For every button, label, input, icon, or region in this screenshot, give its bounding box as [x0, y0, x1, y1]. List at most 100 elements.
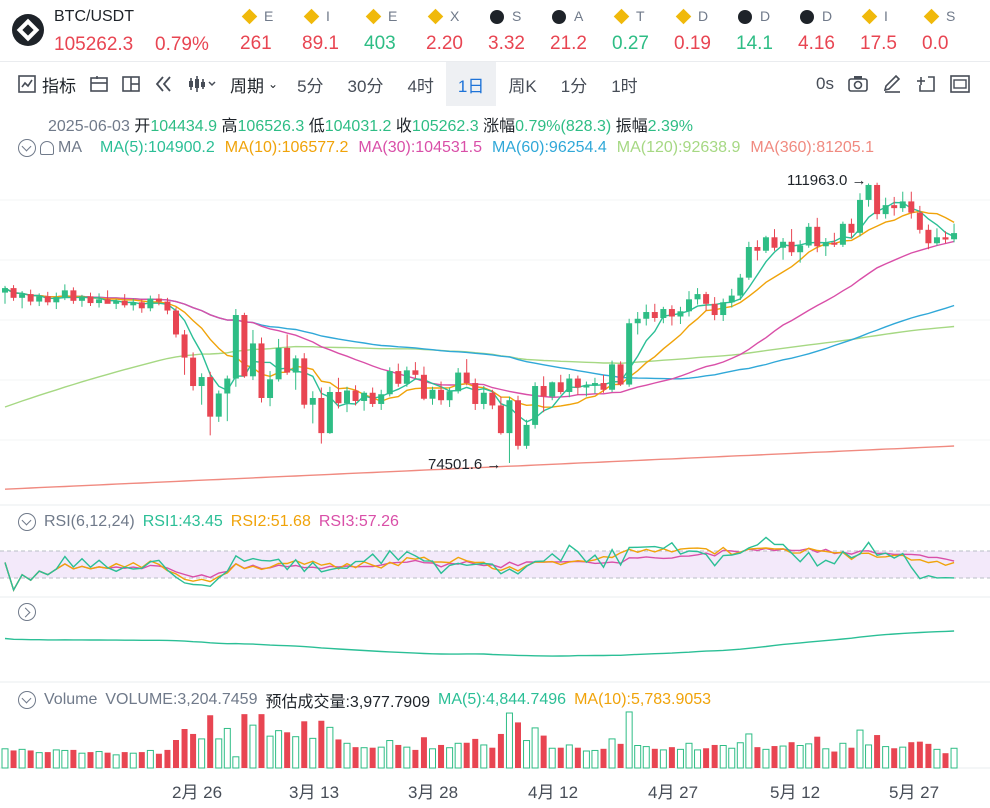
ticker-item[interactable]: S 3.32 — [478, 0, 540, 62]
volume-ma10: MA(10):5,783.9053 — [574, 691, 712, 708]
low-label: 低 — [308, 118, 325, 135]
ticker-symbol: S — [946, 8, 956, 24]
change-percent: 0.79% — [155, 34, 209, 55]
layout-button[interactable] — [83, 62, 115, 106]
indicators-button[interactable]: 指标 — [0, 62, 83, 106]
split-view-icon — [122, 76, 140, 92]
fullscreen-button[interactable] — [943, 62, 990, 106]
ticker-symbol: T — [636, 8, 645, 24]
chart-type-button[interactable] — [181, 62, 223, 106]
volume-bar — [95, 751, 103, 769]
ma10-line — [4, 210, 955, 408]
volume-bar — [805, 743, 813, 769]
indicator-pane-toggle[interactable] — [18, 603, 36, 621]
ticker-item[interactable]: I 89.1 — [292, 0, 354, 62]
volume-bar — [343, 742, 351, 769]
candle-body — [10, 288, 17, 298]
ticker-symbol: X — [450, 8, 460, 24]
volume-bar — [703, 748, 710, 768]
interval-tab[interactable]: 1分 — [560, 76, 588, 96]
ticker-symbol: D — [698, 8, 709, 24]
replay-button[interactable] — [147, 62, 181, 106]
binance-icon — [552, 10, 566, 24]
volume-bar — [335, 739, 342, 768]
ma360-line — [4, 445, 955, 490]
x-axis-label: 5月 12 — [770, 783, 821, 802]
volume-bar — [788, 742, 795, 768]
volume-bar — [138, 752, 145, 768]
ma120-line — [4, 325, 955, 408]
screenshot-button[interactable] — [841, 62, 875, 106]
volume-bar — [403, 746, 411, 769]
ticker-item[interactable]: E 261 — [230, 0, 292, 62]
collapse-icon[interactable] — [18, 139, 36, 157]
interval-tab[interactable]: 30分 — [347, 76, 384, 96]
candle-body — [703, 294, 710, 304]
ticker-item[interactable]: D 14.1 — [726, 0, 788, 62]
volume-bar — [52, 749, 60, 769]
seconds-button[interactable]: 0s — [809, 62, 841, 106]
candle-body — [805, 226, 812, 246]
rewind-icon — [155, 76, 171, 92]
add-window-icon — [917, 76, 935, 92]
candle-body — [634, 318, 641, 324]
candle-body — [420, 374, 427, 399]
ticker-item[interactable]: T 0.27 — [602, 0, 664, 62]
volume-bar — [190, 733, 197, 768]
interval-tab[interactable]: 1时 — [611, 76, 638, 96]
interval-tab[interactable]: 周K — [508, 76, 537, 96]
candle-body — [378, 394, 385, 404]
volume-bar — [223, 727, 231, 769]
ticker-symbol: I — [326, 8, 330, 24]
bell-icon[interactable] — [40, 141, 54, 155]
collapse-icon[interactable] — [18, 513, 36, 531]
ticker-item[interactable]: I 17.5 — [850, 0, 912, 62]
candle-body — [925, 229, 932, 244]
ticker-item[interactable]: X 2.20 — [416, 0, 478, 62]
ticker-symbol: I — [884, 8, 888, 24]
ticker-value: 14.1 — [736, 33, 773, 54]
ticker-item[interactable]: D 0.19 — [664, 0, 726, 62]
ticker-item[interactable]: A 21.2 — [540, 0, 602, 62]
ticker-value: 0.27 — [612, 33, 649, 54]
candle-body — [267, 379, 274, 398]
interval-tab[interactable]: 4时 — [407, 76, 434, 96]
interval-tab[interactable]: 5分 — [297, 76, 324, 96]
candle-body — [241, 315, 248, 377]
volume-bar — [377, 746, 385, 769]
volume-bar — [386, 740, 394, 769]
candle-body — [455, 372, 462, 392]
seconds-label: 0s — [816, 74, 834, 93]
ticker-item[interactable]: S 0.0 — [912, 0, 974, 62]
candle-body — [130, 302, 137, 306]
add-alert-button[interactable] — [909, 62, 943, 106]
ohlc-date: 2025-06-03 — [48, 118, 130, 135]
volume-bar — [899, 746, 907, 769]
volume-bar — [215, 738, 223, 769]
volume-bar — [617, 743, 624, 768]
candle-body — [27, 294, 34, 302]
volume-bar — [771, 746, 778, 768]
ticker-item[interactable]: E 403 — [354, 0, 416, 62]
volume-bar — [531, 727, 539, 769]
last-price: 105262.3 — [54, 34, 134, 55]
collapse-icon[interactable] — [18, 691, 36, 709]
period-dropdown[interactable]: 周期 ⌄ — [223, 62, 285, 106]
expand-icon[interactable] — [18, 603, 36, 621]
pencil-icon — [883, 75, 901, 93]
candle-body — [848, 223, 855, 233]
volume-bar — [155, 753, 162, 768]
volume-bar — [831, 751, 838, 768]
volume-bar — [480, 744, 488, 769]
ohlc-info: 2025-06-03 开104434.9 高106526.3 低104031.2… — [48, 112, 693, 136]
volume-bar — [275, 730, 283, 769]
draw-button[interactable] — [875, 62, 909, 106]
volume-bar — [309, 737, 317, 769]
interval-tab[interactable]: 1日 — [445, 62, 497, 106]
split-view-button[interactable] — [115, 62, 147, 106]
candle-body — [224, 378, 231, 394]
volume-bar — [676, 748, 684, 769]
ticker-item[interactable]: D 4.16 — [788, 0, 850, 62]
symbol-selector[interactable]: BTC/USDT 105262.3 0.79% — [0, 0, 230, 61]
